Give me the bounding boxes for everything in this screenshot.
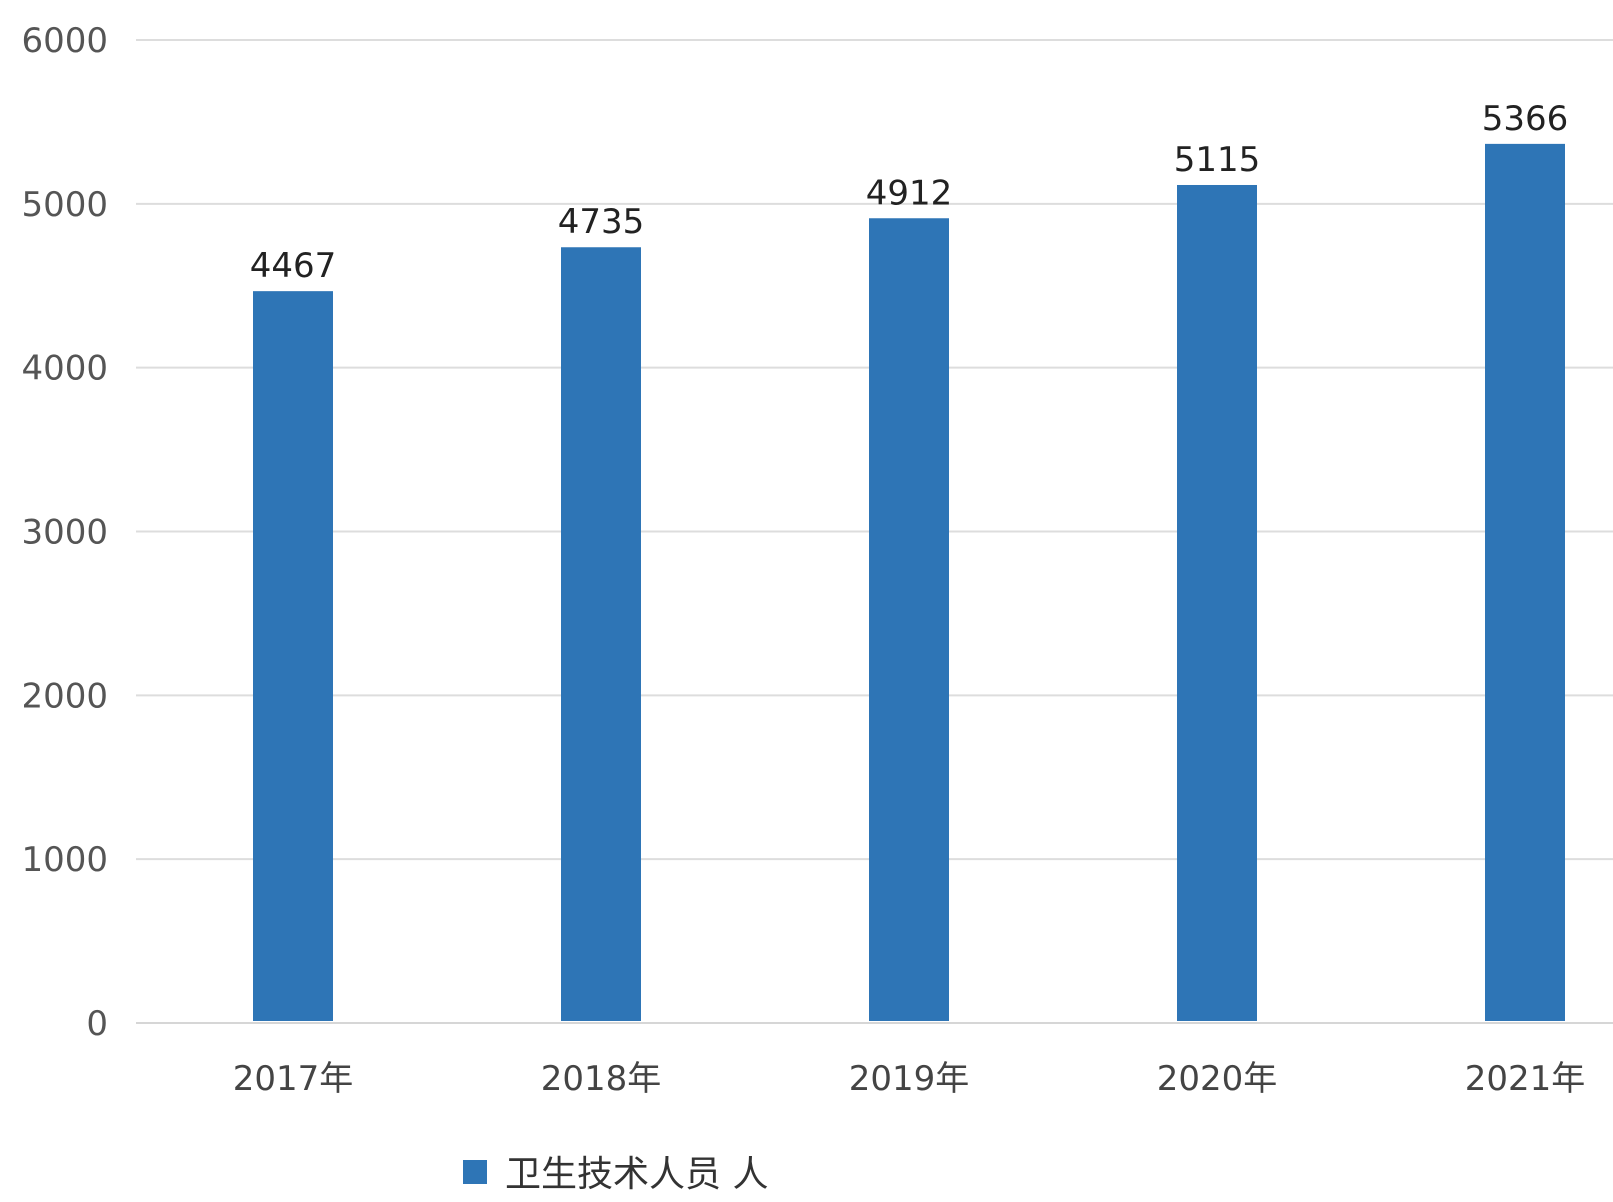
legend-swatch [463, 1160, 487, 1184]
y-tick-label-2: 2000 [21, 676, 108, 716]
x-tick-label-1: 2018年 [541, 1059, 662, 1099]
bar-2 [869, 218, 949, 1021]
x-tick-label-2: 2019年 [849, 1059, 970, 1099]
y-tick-label-3: 3000 [21, 513, 108, 553]
data-label-2: 4912 [866, 173, 953, 213]
y-axis-ticks: 0 1000 2000 3000 4000 5000 6000 [21, 21, 108, 1044]
x-tick-label-0: 2017年 [233, 1059, 354, 1099]
data-label-4: 5366 [1482, 99, 1569, 139]
bar-series [253, 143, 1565, 1022]
y-tick-label-6: 6000 [21, 21, 108, 61]
y-tick-label-4: 4000 [21, 349, 108, 389]
x-axis-ticks: 2017年 2018年 2019年 2020年 2021年 [233, 1059, 1586, 1099]
x-tick-label-4: 2021年 [1465, 1059, 1586, 1099]
bar-0 [253, 291, 333, 1021]
x-tick-label-3: 2020年 [1157, 1059, 1278, 1099]
data-label-0: 4467 [250, 246, 337, 286]
y-tick-label-1: 1000 [21, 840, 108, 880]
legend: 卫生技术人员 人 [463, 1154, 768, 1195]
data-labels: 4467 4735 4912 5115 5366 [250, 99, 1569, 286]
legend-label: 卫生技术人员 人 [505, 1154, 768, 1195]
data-label-1: 4735 [558, 202, 645, 242]
bar-3 [1177, 184, 1257, 1021]
bar-4 [1485, 143, 1565, 1021]
data-label-3: 5115 [1174, 140, 1261, 180]
y-tick-label-0: 0 [86, 1004, 108, 1044]
bar-1 [561, 247, 641, 1022]
y-tick-label-5: 5000 [21, 185, 108, 225]
